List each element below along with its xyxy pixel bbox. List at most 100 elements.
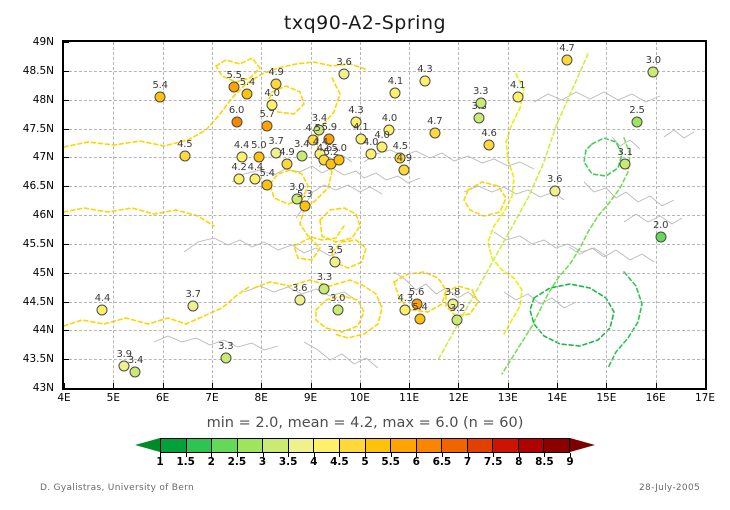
- y-tick: [64, 215, 69, 216]
- station-value-label: 4.4: [94, 293, 111, 305]
- station-marker: [96, 304, 108, 316]
- isoline-contour-layer: [64, 53, 643, 375]
- figure-date: 28-July-2005: [639, 483, 700, 493]
- colorbar: 1 1.5 2 2.5 3 3.5 4 4.5 5 5.5 6 6.5 7 7.5 8 8.5 9: [135, 438, 595, 470]
- station-marker: [270, 78, 282, 90]
- station-marker: [228, 81, 240, 93]
- x-axis-label: 6E: [155, 392, 170, 404]
- map-plot-area: 5.4 4.5 5.5 5.4 6.0 4.9 4.4 5.0 4.2 4.4 5.4 4.0 5.7 3…: [62, 40, 707, 390]
- station-value-label: 4.5: [305, 123, 321, 135]
- colorbar-tick-label: 8: [515, 456, 523, 468]
- station-marker: [383, 124, 395, 136]
- colorbar-tick-label: 5: [361, 456, 369, 468]
- x-tick: [557, 383, 559, 388]
- x-tick: [359, 383, 361, 388]
- x-axis-label: 9E: [303, 392, 318, 404]
- x-axis-label: 16E: [645, 392, 666, 404]
- station-value-label: 4.6: [316, 143, 333, 155]
- station-marker: [231, 116, 243, 128]
- station-value-label: 4.0: [363, 137, 379, 149]
- colorbar-tick: [416, 453, 418, 457]
- colorbar-tick-label: 6.5: [432, 456, 452, 468]
- y-tick: [64, 99, 69, 101]
- station-value-label: 4.5: [392, 141, 409, 153]
- station-marker: [129, 366, 141, 378]
- author-credit: D. Gyalistras, University of Bern: [40, 483, 194, 493]
- station-value-label: 3.7: [268, 135, 284, 147]
- colorbar-section: min = 2.0, mean = 4.2, max = 6.0 (n = 60…: [0, 415, 730, 470]
- station-marker: [473, 112, 485, 124]
- station-value-label: 3.0: [289, 181, 305, 193]
- y-axis-label: 46.5N: [22, 180, 54, 193]
- colorbar-tick: [570, 453, 571, 457]
- station-marker: [338, 68, 350, 80]
- station-value-label: 2.0: [652, 219, 669, 231]
- station-value-label: 4.1: [387, 75, 404, 87]
- y-axis-label: 43.5N: [22, 353, 54, 366]
- x-axis-label: 14E: [547, 392, 568, 404]
- colorbar-tick-label: 5.5: [381, 456, 400, 468]
- colorbar-tick-label: 2.5: [227, 456, 247, 468]
- y-tick: [64, 42, 69, 43]
- station-marker: [220, 352, 232, 364]
- station-marker: [419, 75, 431, 87]
- colorbar-tick-label: 1.5: [176, 456, 195, 468]
- station-marker: [249, 173, 261, 185]
- x-axis-label: 11E: [399, 392, 420, 404]
- x-axis-label: 4E: [57, 392, 71, 404]
- colorbar-tick-label: 8.5: [535, 456, 554, 468]
- colorbar-swatch: [416, 439, 443, 452]
- station-value-label: 3.6: [292, 283, 308, 295]
- y-tick: [64, 243, 69, 245]
- colorbar-tick-label: 3.5: [278, 456, 298, 468]
- station-value-label: 4.9: [268, 66, 284, 78]
- colorbar-tick: [262, 453, 264, 457]
- station-value-label: 4.7: [427, 116, 443, 128]
- station-marker: [261, 120, 273, 132]
- y-tick: [64, 330, 69, 332]
- gridline-horizontal: [64, 359, 705, 361]
- station-marker: [561, 54, 573, 66]
- y-tick: [64, 70, 69, 72]
- station-value-label: 4.3: [348, 104, 364, 116]
- colorbar-tick-label: 3: [258, 456, 267, 468]
- colorbar-tick: [518, 453, 520, 457]
- station-value-label: 4.0: [264, 88, 280, 100]
- station-value-label: 5.7: [259, 108, 275, 120]
- colorbar-tick-label: 7: [463, 456, 472, 468]
- station-marker: [266, 99, 278, 111]
- y-tick: [64, 157, 69, 159]
- station-marker: [233, 173, 245, 185]
- station-marker: [451, 314, 463, 326]
- colorbar-swatch: [442, 439, 468, 452]
- station-value-label: 3.5: [327, 245, 344, 257]
- station-value-label: 3.9: [116, 349, 132, 361]
- station-value-label: 3.3: [316, 271, 333, 283]
- station-marker: [655, 231, 667, 243]
- station-marker: [350, 116, 362, 128]
- station-value-label: 5.0: [331, 143, 347, 155]
- colorbar-tick-label: 2: [207, 456, 215, 468]
- colorbar-swatch: [493, 439, 519, 452]
- x-tick: [458, 383, 460, 388]
- y-tick: [64, 301, 69, 303]
- station-marker: [329, 256, 341, 268]
- gridline-horizontal: [64, 70, 705, 72]
- station-marker: [318, 283, 330, 295]
- y-tick: [64, 359, 69, 361]
- station-marker: [291, 193, 303, 205]
- colorbar-swatch: [314, 439, 340, 452]
- x-tick: [606, 383, 608, 388]
- colorbar-tick: [544, 453, 546, 457]
- y-tick: [64, 128, 69, 130]
- station-marker: [299, 200, 311, 212]
- station-marker: [281, 158, 293, 170]
- station-value-label: 4.9: [279, 147, 295, 159]
- station-value-label: 4.1: [509, 79, 526, 91]
- station-value-label: 3.0: [645, 54, 662, 66]
- station-marker: [376, 141, 388, 153]
- station-marker: [179, 150, 191, 162]
- station-value-label: 3.2: [449, 302, 466, 314]
- colorbar-swatch: [237, 439, 264, 452]
- gridline-horizontal: [64, 215, 705, 216]
